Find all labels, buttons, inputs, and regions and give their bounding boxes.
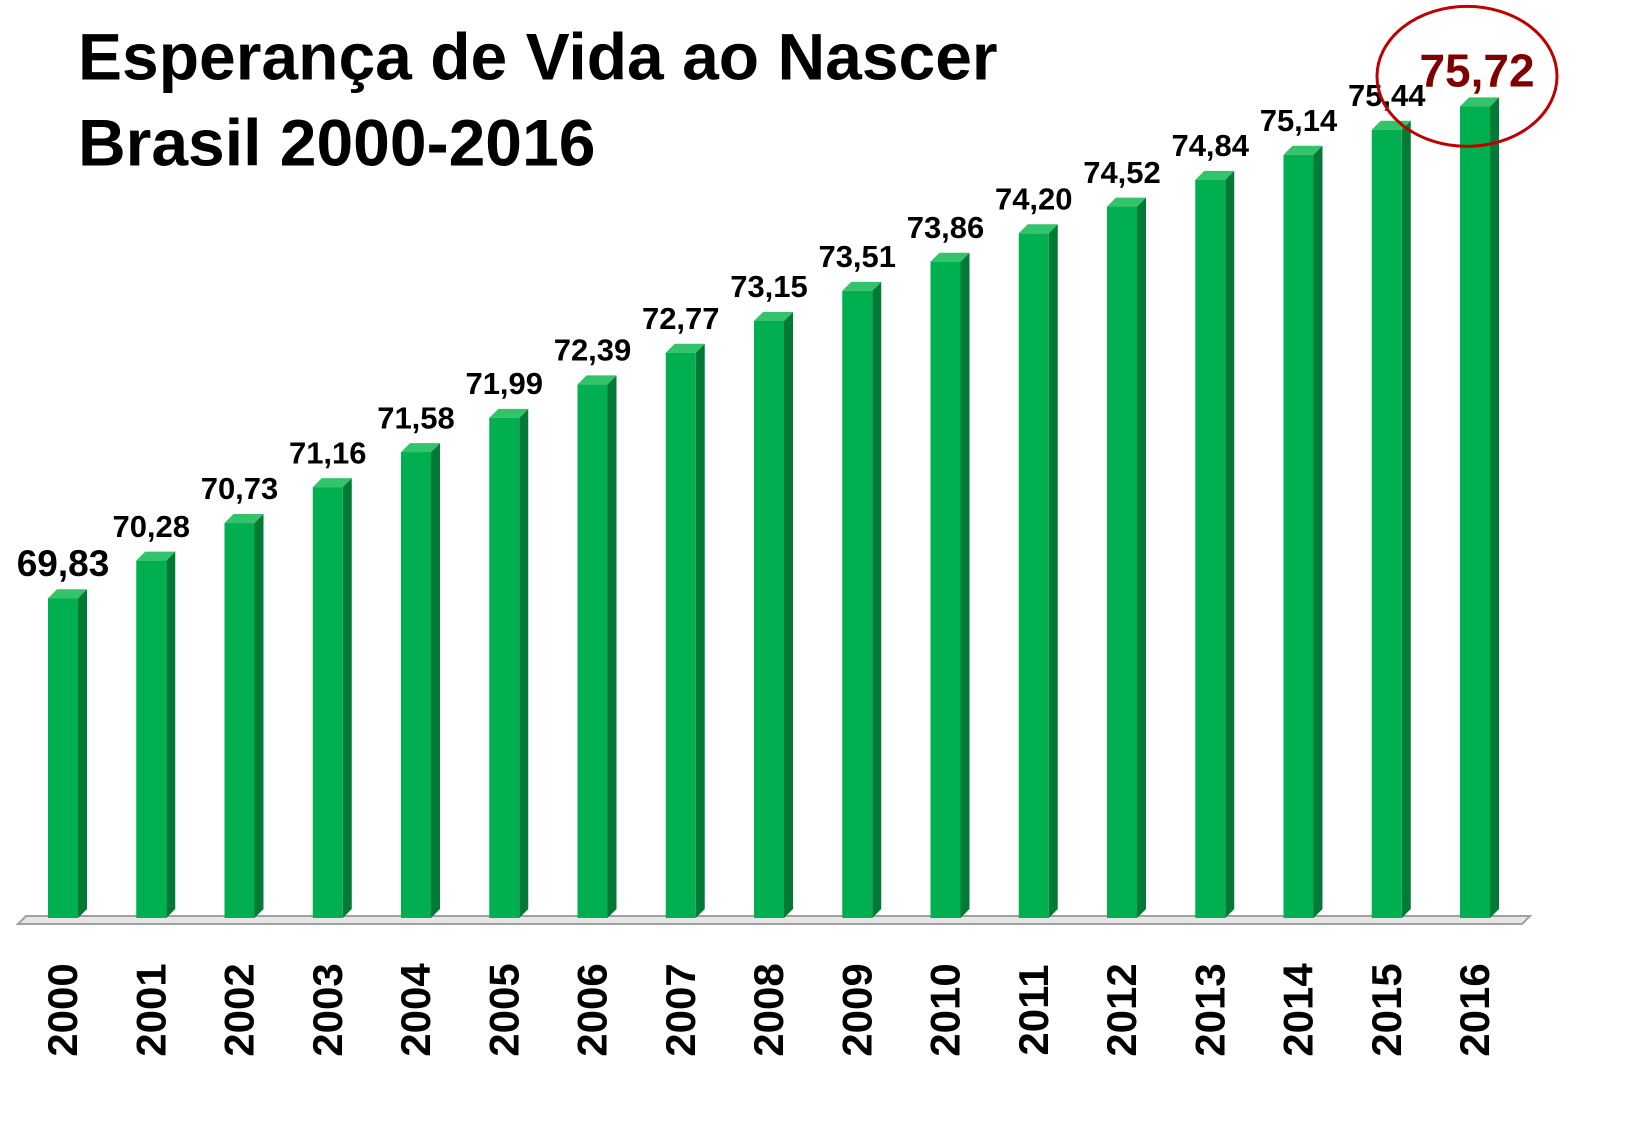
bar-side: [1225, 170, 1235, 919]
x-tick-label: 2008: [745, 963, 792, 1056]
bar-side: [342, 478, 352, 918]
bar-top: [577, 375, 617, 385]
x-tick-label: 2007: [657, 963, 704, 1056]
bar-top: [312, 478, 352, 488]
bar-top: [489, 408, 529, 418]
value-label: 74,20: [995, 181, 1073, 216]
bar-side: [78, 589, 87, 918]
value-label: 70,73: [201, 471, 279, 506]
bar-side: [607, 375, 617, 918]
bar-side: [1490, 97, 1499, 918]
bar-side: [254, 514, 264, 918]
value-label: 73,15: [730, 269, 808, 304]
bar: [489, 417, 520, 918]
bar: [224, 523, 255, 918]
bar: [842, 290, 873, 918]
x-tick-label: 2005: [480, 963, 527, 1056]
x-tick-label: 2001: [127, 963, 174, 1056]
bar-side: [1048, 224, 1058, 919]
bar: [754, 320, 784, 919]
value-label: 70,28: [112, 509, 190, 544]
value-label: 74,84: [1171, 128, 1249, 163]
x-tick-label: 2010: [922, 963, 969, 1056]
bar-side: [1137, 197, 1146, 918]
bar-top: [1283, 145, 1323, 155]
x-tick-label: 2006: [569, 963, 616, 1056]
bar: [1371, 129, 1402, 918]
bar-top: [665, 343, 705, 353]
x-tick-label: 2002: [216, 963, 263, 1056]
bar: [1283, 154, 1314, 918]
value-label: 71,16: [289, 435, 367, 470]
bar-top: [754, 311, 793, 321]
bar-side: [872, 281, 882, 918]
bar-side: [519, 408, 529, 918]
bar: [930, 261, 961, 918]
bar-top: [224, 514, 264, 524]
highlight-ring: [1375, 4, 1559, 148]
x-tick-label: 2015: [1363, 963, 1410, 1056]
bar-top: [1107, 197, 1146, 207]
value-label: 73,51: [818, 239, 896, 274]
value-label: 72,77: [642, 301, 720, 336]
bar: [401, 452, 431, 918]
value-label: 75,14: [1260, 103, 1338, 138]
value-label: 73,86: [907, 210, 985, 245]
bar-top: [842, 281, 882, 291]
x-tick-label: 2009: [833, 963, 880, 1056]
bar: [312, 487, 343, 918]
x-tick-label: 2000: [39, 963, 86, 1056]
bar: [1107, 206, 1137, 918]
bar-side: [1313, 145, 1323, 918]
floor: [15, 915, 1533, 925]
bar: [136, 560, 167, 918]
bar: [1195, 179, 1226, 919]
bar: [665, 352, 696, 919]
value-label: 74,52: [1083, 155, 1161, 190]
bar-top: [136, 551, 176, 561]
bar: [1018, 233, 1049, 919]
bar: [577, 384, 608, 918]
bar-side: [784, 311, 793, 919]
value-label: 75,72: [1419, 45, 1534, 97]
chart-title: Esperança de Vida ao Nascer: [78, 19, 998, 93]
bar-side: [695, 343, 705, 919]
x-tick-label: 2016: [1451, 963, 1498, 1056]
bar-top: [930, 252, 970, 262]
x-tick-label: 2014: [1275, 963, 1322, 1057]
chart-title: Brasil 2000-2016: [78, 105, 595, 179]
bar-top: [1018, 224, 1058, 234]
bar-side: [166, 551, 176, 918]
value-label: 72,39: [554, 333, 632, 368]
x-tick-label: 2012: [1098, 963, 1145, 1056]
bar-side: [960, 252, 970, 918]
x-tick-label: 2013: [1186, 963, 1233, 1056]
x-tick-label: 2011: [1010, 964, 1057, 1055]
bar-top: [1460, 97, 1499, 107]
bar-top: [48, 589, 87, 599]
bar-top: [1195, 170, 1235, 180]
x-tick-label: 2003: [304, 963, 351, 1056]
value-label: 71,58: [377, 400, 455, 435]
bar: [1460, 106, 1490, 918]
bar-top: [401, 443, 440, 453]
x-tick-label: 2004: [392, 963, 439, 1057]
bar-side: [1401, 120, 1411, 918]
bar-side: [431, 443, 440, 918]
value-label: 71,99: [465, 366, 543, 401]
bar: [48, 598, 78, 918]
value-label: 69,83: [17, 543, 110, 584]
